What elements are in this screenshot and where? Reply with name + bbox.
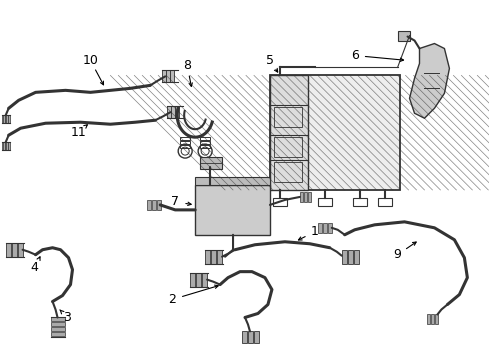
Bar: [254, 332, 259, 343]
Bar: [3, 115, 5, 123]
Bar: [50, 323, 65, 327]
Bar: [427, 315, 431, 324]
Bar: [196, 273, 201, 287]
Bar: [6, 243, 11, 257]
Bar: [166, 71, 170, 82]
Bar: [205, 250, 210, 264]
Bar: [180, 145, 190, 148]
Bar: [1, 115, 4, 123]
Text: 2: 2: [168, 293, 176, 306]
Bar: [195, 177, 270, 185]
Bar: [8, 142, 10, 150]
Bar: [274, 137, 302, 157]
Bar: [50, 328, 65, 332]
Bar: [8, 115, 10, 123]
Bar: [147, 200, 151, 210]
Bar: [248, 332, 253, 343]
Text: 5: 5: [266, 54, 274, 67]
Bar: [50, 332, 65, 336]
Bar: [190, 273, 195, 287]
Bar: [171, 106, 175, 118]
Bar: [200, 145, 210, 148]
Bar: [180, 137, 190, 140]
Bar: [1, 142, 4, 150]
Bar: [242, 332, 247, 343]
Bar: [12, 243, 17, 257]
Bar: [432, 315, 435, 324]
Polygon shape: [410, 44, 449, 118]
Bar: [3, 142, 5, 150]
Bar: [378, 198, 392, 206]
Bar: [274, 162, 302, 182]
Bar: [348, 250, 353, 264]
Text: 8: 8: [183, 59, 191, 72]
Bar: [5, 115, 7, 123]
Bar: [200, 141, 210, 144]
Bar: [50, 318, 65, 321]
Bar: [195, 185, 270, 235]
Bar: [18, 243, 23, 257]
Bar: [162, 71, 166, 82]
Bar: [397, 31, 410, 41]
Bar: [6, 142, 8, 150]
Bar: [342, 250, 347, 264]
Text: 10: 10: [82, 54, 98, 67]
Bar: [328, 223, 332, 233]
Bar: [167, 106, 171, 118]
Bar: [318, 223, 322, 233]
Bar: [354, 250, 359, 264]
Text: 9: 9: [393, 248, 401, 261]
Bar: [304, 192, 307, 202]
Bar: [300, 192, 303, 202]
Bar: [217, 250, 222, 264]
Bar: [6, 115, 8, 123]
Bar: [270, 75, 399, 190]
Bar: [5, 142, 7, 150]
Bar: [323, 223, 327, 233]
Bar: [175, 106, 179, 118]
Bar: [353, 198, 367, 206]
Text: 3: 3: [64, 311, 72, 324]
Text: 1: 1: [311, 225, 319, 238]
Bar: [211, 250, 216, 264]
Text: 6: 6: [351, 49, 359, 62]
Bar: [273, 198, 287, 206]
Text: 11: 11: [71, 126, 86, 139]
Bar: [200, 157, 222, 169]
Bar: [436, 315, 439, 324]
Bar: [270, 75, 308, 190]
Bar: [157, 200, 161, 210]
Bar: [274, 107, 302, 127]
Bar: [318, 198, 332, 206]
Bar: [308, 192, 311, 202]
Text: 4: 4: [31, 261, 39, 274]
Bar: [200, 137, 210, 140]
Bar: [152, 200, 156, 210]
Bar: [180, 141, 190, 144]
Text: 7: 7: [171, 195, 179, 208]
Bar: [170, 71, 174, 82]
Bar: [202, 273, 207, 287]
